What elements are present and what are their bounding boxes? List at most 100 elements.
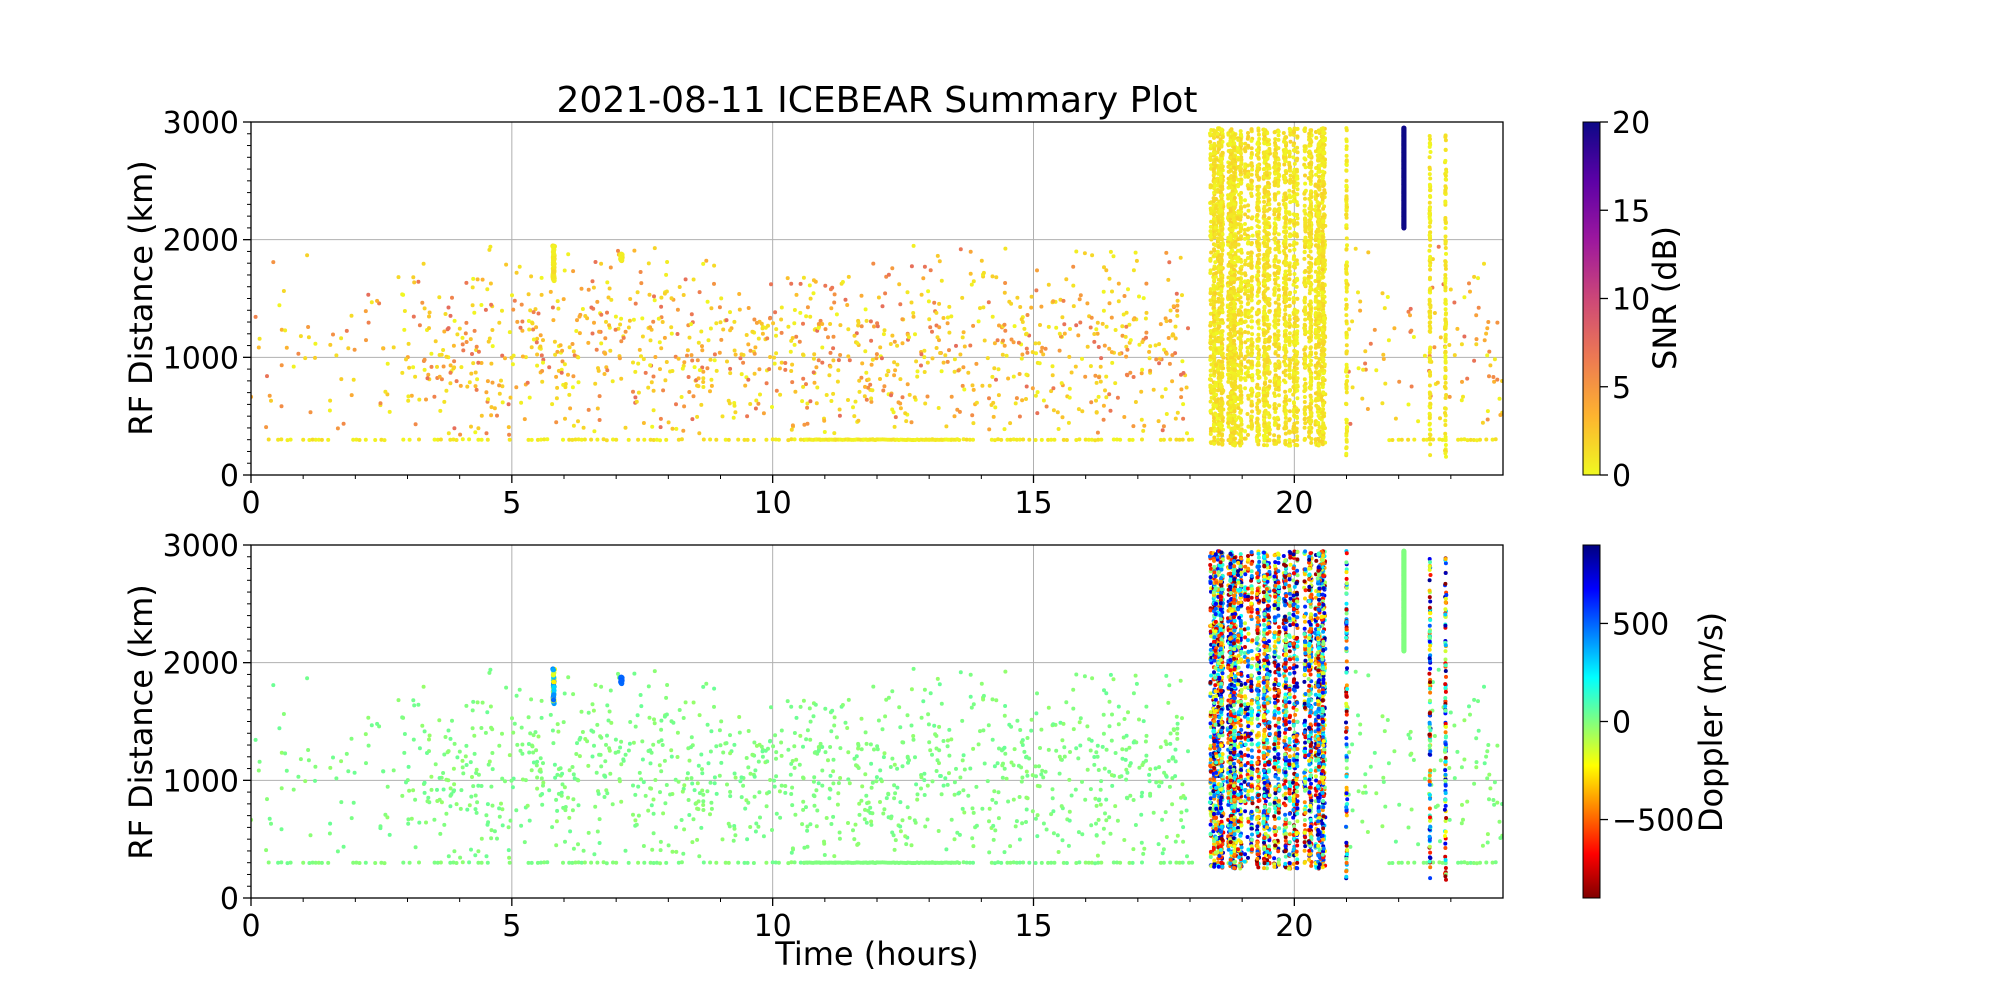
data-point bbox=[1144, 330, 1149, 335]
data-point bbox=[457, 326, 462, 331]
data-point bbox=[1316, 233, 1321, 238]
data-point bbox=[893, 368, 898, 373]
data-point bbox=[753, 406, 758, 411]
data-point bbox=[590, 331, 595, 336]
data-point bbox=[1313, 351, 1318, 356]
data-point bbox=[1302, 300, 1307, 305]
data-point bbox=[1287, 193, 1292, 198]
data-point bbox=[1316, 393, 1321, 398]
data-point bbox=[1455, 326, 1460, 331]
data-point bbox=[1273, 254, 1278, 259]
data-point bbox=[331, 332, 335, 337]
data-point bbox=[993, 405, 998, 410]
data-point bbox=[1229, 249, 1234, 254]
data-point bbox=[1472, 358, 1477, 363]
data-point bbox=[701, 376, 706, 381]
data-point bbox=[1098, 364, 1103, 369]
data-point bbox=[545, 437, 550, 442]
data-point bbox=[964, 437, 969, 442]
data-point bbox=[1287, 324, 1292, 329]
data-point bbox=[284, 345, 289, 350]
data-point bbox=[989, 437, 994, 442]
data-point bbox=[1220, 134, 1225, 139]
data-point bbox=[1272, 130, 1277, 135]
data-point bbox=[852, 333, 857, 338]
data-point bbox=[1294, 241, 1299, 246]
data-point bbox=[1272, 324, 1277, 328]
data-point bbox=[1283, 347, 1288, 352]
data-point bbox=[1277, 345, 1282, 350]
data-point bbox=[886, 272, 891, 277]
data-point bbox=[1088, 325, 1093, 330]
data-point bbox=[1116, 299, 1121, 304]
data-point bbox=[542, 437, 547, 442]
data-point bbox=[941, 316, 946, 320]
data-point bbox=[1316, 304, 1321, 309]
data-point bbox=[520, 354, 525, 359]
data-point bbox=[1380, 291, 1385, 296]
data-point bbox=[458, 432, 463, 437]
data-point bbox=[1283, 350, 1288, 355]
data-point bbox=[1411, 335, 1416, 339]
data-point bbox=[469, 371, 474, 376]
data-point bbox=[1495, 377, 1500, 382]
data-point bbox=[1287, 160, 1292, 165]
data-point bbox=[937, 259, 942, 264]
data-point bbox=[417, 323, 422, 328]
data-point bbox=[1057, 331, 1062, 336]
data-point bbox=[944, 424, 949, 429]
data-point bbox=[1263, 430, 1268, 435]
data-point bbox=[1365, 407, 1370, 411]
data-point bbox=[1212, 435, 1217, 440]
data-point bbox=[1317, 270, 1322, 275]
data-point bbox=[646, 261, 651, 266]
data-point bbox=[1273, 368, 1278, 373]
data-point bbox=[818, 318, 823, 323]
data-point bbox=[700, 348, 705, 353]
data-point bbox=[1283, 412, 1288, 417]
data-point bbox=[659, 295, 664, 300]
data-point bbox=[769, 282, 773, 287]
data-point bbox=[1217, 292, 1222, 297]
data-point bbox=[1226, 424, 1231, 429]
data-point bbox=[1474, 438, 1479, 443]
data-point bbox=[1306, 265, 1311, 270]
data-point bbox=[1233, 295, 1238, 300]
data-point bbox=[406, 394, 411, 399]
data-point bbox=[561, 297, 566, 302]
data-point bbox=[1243, 312, 1248, 317]
data-point bbox=[504, 262, 509, 267]
data-point bbox=[1242, 228, 1247, 232]
data-point bbox=[1055, 410, 1060, 415]
data-point bbox=[1050, 373, 1055, 378]
data-point bbox=[1186, 326, 1190, 331]
data-point bbox=[1003, 281, 1008, 285]
data-point bbox=[1113, 381, 1118, 386]
data-point bbox=[1276, 214, 1281, 219]
data-point bbox=[1213, 183, 1218, 188]
data-point bbox=[1144, 281, 1149, 286]
data-point bbox=[874, 356, 879, 361]
data-point bbox=[829, 399, 834, 403]
data-point bbox=[1350, 319, 1355, 324]
data-point bbox=[1156, 419, 1161, 424]
data-point bbox=[676, 356, 681, 361]
data-point bbox=[1295, 332, 1299, 336]
data-point bbox=[1228, 400, 1233, 405]
data-point bbox=[967, 437, 972, 442]
data-point bbox=[658, 416, 663, 421]
data-point bbox=[420, 300, 425, 305]
data-point bbox=[1104, 395, 1109, 400]
data-point bbox=[1109, 315, 1114, 320]
data-point bbox=[1316, 145, 1321, 150]
data-point bbox=[1261, 167, 1266, 172]
data-point bbox=[313, 341, 318, 346]
data-point bbox=[1283, 295, 1288, 300]
data-point bbox=[606, 295, 611, 300]
data-point bbox=[335, 426, 340, 431]
data-point bbox=[868, 319, 873, 324]
data-point bbox=[1382, 306, 1387, 311]
data-point bbox=[816, 326, 821, 330]
data-point bbox=[422, 367, 427, 372]
data-point bbox=[1272, 165, 1277, 170]
